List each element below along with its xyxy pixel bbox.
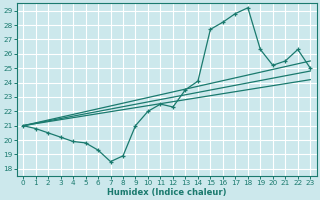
X-axis label: Humidex (Indice chaleur): Humidex (Indice chaleur): [107, 188, 227, 197]
